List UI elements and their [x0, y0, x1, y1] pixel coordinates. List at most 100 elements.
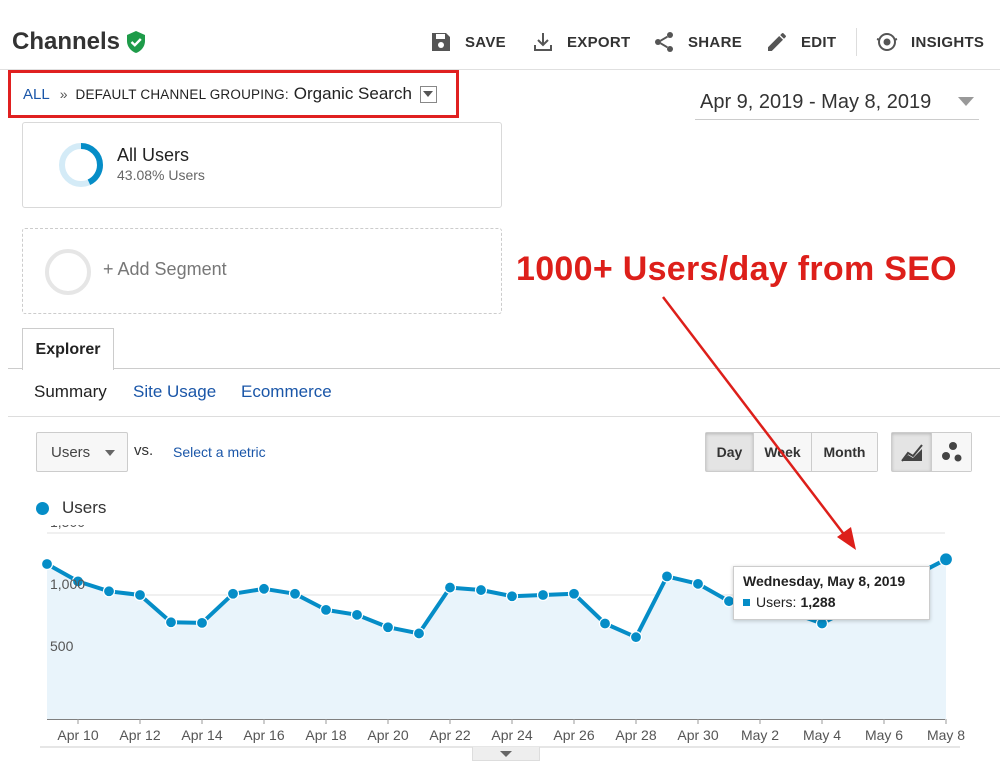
- page-title: Channels: [12, 28, 121, 55]
- data-point: [71, 575, 85, 588]
- tooltip-row: Users: 1,288: [743, 594, 920, 610]
- motion-chart-button[interactable]: [932, 433, 971, 471]
- add-segment-card[interactable]: + Add Segment: [22, 228, 502, 314]
- export-button[interactable]: EXPORT: [531, 30, 630, 54]
- x-tick-label: Apr 26: [553, 727, 594, 743]
- x-tick-label: Apr 28: [615, 727, 656, 743]
- data-point: [660, 570, 674, 583]
- data-point: [536, 588, 550, 602]
- x-tick-label: May 2: [741, 727, 779, 743]
- data-point: [288, 587, 302, 600]
- chart-type-toggle: [891, 432, 972, 472]
- data-point: [102, 585, 116, 598]
- data-point: [567, 587, 581, 600]
- tab-explorer[interactable]: Explorer: [22, 328, 114, 370]
- x-tick-label: Apr 22: [429, 727, 470, 743]
- add-segment-label: + Add Segment: [103, 259, 227, 279]
- data-point: [133, 588, 147, 602]
- data-point: [691, 577, 705, 590]
- segment-card-all-users[interactable]: All Users 43.08% Users: [22, 122, 502, 208]
- data-point: [350, 608, 364, 621]
- annotation-text: 1000+ Users/day from SEO: [516, 250, 957, 288]
- x-tick-label: Apr 12: [119, 727, 160, 743]
- line-chart-icon: [900, 444, 923, 462]
- period-day-button[interactable]: Day: [706, 433, 754, 471]
- verified-shield-icon: [127, 31, 145, 53]
- select-metric-link[interactable]: Select a metric: [173, 444, 266, 460]
- chevron-down-icon: [958, 97, 974, 106]
- metric-select[interactable]: Users: [36, 432, 128, 472]
- period-week-button[interactable]: Week: [754, 433, 812, 471]
- data-point: [474, 583, 488, 597]
- edit-button[interactable]: EDIT: [765, 30, 836, 54]
- legend-users-marker: [36, 502, 49, 515]
- save-button[interactable]: SAVE: [429, 30, 506, 54]
- legend-users-label: Users: [62, 498, 107, 517]
- line-chart-button[interactable]: [892, 433, 932, 471]
- share-label: SHARE: [688, 33, 743, 51]
- share-button[interactable]: SHARE: [652, 30, 742, 54]
- save-icon: [432, 33, 450, 51]
- tab-divider: [8, 368, 1000, 369]
- y-tick-label: 1,500: [50, 525, 85, 530]
- data-point: [505, 590, 519, 603]
- tooltip-series-marker: [743, 598, 750, 606]
- edit-label: EDIT: [801, 33, 837, 51]
- data-point: [257, 582, 271, 595]
- breadcrumb-dropdown-icon[interactable]: [419, 85, 437, 103]
- x-tick-label: Apr 14: [181, 727, 222, 743]
- y-tick-label: 500: [50, 638, 74, 654]
- motion-chart-icon: [941, 442, 961, 462]
- segment-donut-icon: [59, 143, 103, 187]
- x-tick-label: May 6: [865, 727, 903, 743]
- data-point: [629, 631, 643, 644]
- subtab-divider: [8, 416, 1000, 417]
- insights-label: INSIGHTS: [911, 33, 985, 51]
- breadcrumb-separator: »: [59, 86, 68, 102]
- date-range-picker[interactable]: Apr 9, 2019 - May 8, 2019: [695, 86, 979, 120]
- date-range-text: Apr 9, 2019 - May 8, 2019: [700, 91, 932, 113]
- x-tick-label: Apr 10: [57, 727, 98, 743]
- y-tick-label: 1,000: [50, 576, 85, 592]
- segment-percent: 43.08% Users: [117, 167, 205, 183]
- tooltip-label: Users:: [756, 594, 797, 610]
- subtab-site-usage[interactable]: Site Usage: [133, 382, 217, 401]
- users-area-fill: [47, 559, 946, 719]
- share-icon: [655, 32, 673, 52]
- segment-name: All Users: [117, 145, 190, 165]
- chart-collapse-handle[interactable]: [472, 747, 540, 761]
- data-point: [319, 603, 333, 616]
- y-axis-ticks: 1,500 1,000 500: [50, 525, 85, 654]
- breadcrumb-value: Organic Search: [293, 84, 412, 103]
- empty-segment-ring-icon: [45, 249, 91, 295]
- subtab-ecommerce[interactable]: Ecommerce: [241, 382, 332, 401]
- data-point: [443, 581, 457, 594]
- x-tick-label: May 4: [803, 727, 841, 743]
- x-axis-ticks: Apr 10 Apr 12 Apr 14 Apr 16 Apr 18 Apr 20 Apr …: [40, 719, 965, 748]
- x-tick-label: Apr 30: [677, 727, 718, 743]
- export-icon: [534, 33, 552, 51]
- data-point: [598, 617, 612, 630]
- save-label: SAVE: [465, 33, 506, 51]
- metric-select-value: Users: [51, 443, 91, 461]
- tooltip-value: 1,288: [800, 594, 836, 610]
- x-tick-label: Apr 24: [491, 727, 532, 743]
- chart-tooltip: Wednesday, May 8, 2019 Users: 1,288: [733, 566, 930, 620]
- data-point: [412, 627, 426, 640]
- subtab-summary[interactable]: Summary: [34, 382, 107, 401]
- period-toggle: Day Week Month: [705, 432, 878, 472]
- toolbar-divider: [856, 28, 857, 56]
- x-tick-label: Apr 20: [367, 727, 408, 743]
- insights-button[interactable]: INSIGHTS: [875, 30, 984, 54]
- x-tick-label: Apr 18: [305, 727, 346, 743]
- data-point: [938, 552, 954, 567]
- x-tick-label: May 8: [927, 727, 965, 743]
- x-tick-label: Apr 16: [243, 727, 284, 743]
- breadcrumb-group-label: DEFAULT CHANNEL GROUPING:: [75, 86, 289, 102]
- breadcrumb-all-link[interactable]: ALL: [23, 85, 50, 103]
- vs-label: vs.: [134, 442, 154, 459]
- insights-icon: [876, 33, 898, 51]
- data-point: [381, 621, 395, 634]
- period-month-button[interactable]: Month: [812, 433, 877, 471]
